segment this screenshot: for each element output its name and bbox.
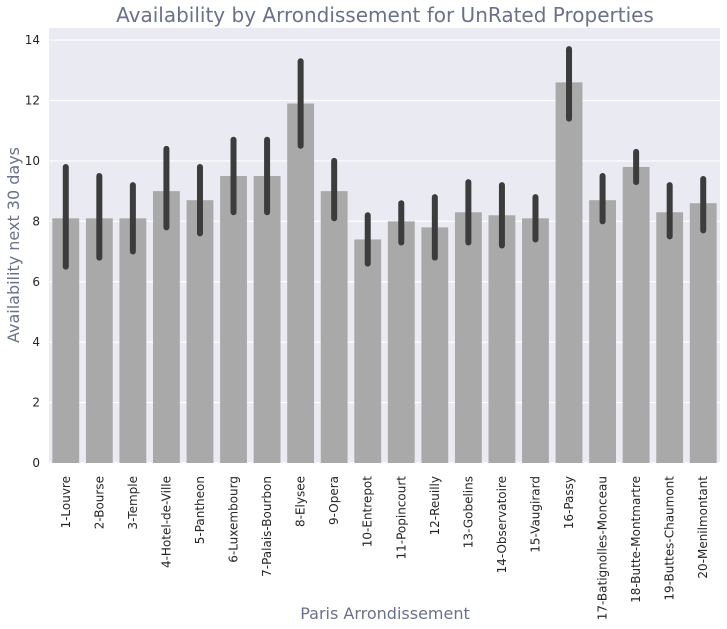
bars [52,82,717,464]
x-axis-label: Paris Arrondissement [300,604,470,623]
bar-4-Hotel-de-Ville [153,191,180,463]
bar-6-Luxembourg [220,176,247,464]
x-tick-label: 16-Passy [562,476,576,529]
bar-17-Batignolles-Monceau [589,200,616,463]
bar-13-Gobelins [454,212,482,463]
x-tick-label: 10-Entrepot [361,476,375,548]
bar-15-Vaugirard [522,218,549,463]
error-bars [62,46,707,270]
x-tick-label: 9-Opera [327,476,341,525]
x-tick-label: 2-Bourse [92,476,106,529]
bar-9-Opera [320,191,348,463]
x-tick-label: 6-Luxembourg [227,476,241,563]
x-tick-label: 14-Observatoire [495,476,509,573]
x-tick-label: 1-Louvre [59,476,73,529]
x-tick-label: 17-Batignolles-Monceau [596,476,610,620]
y-axis-label: Availability next 30 days [4,147,23,343]
bar-16-Passy [555,82,583,463]
bar-12-Reuilly [421,227,449,463]
y-tick-label: 10 [25,154,40,168]
x-tick-label: 15-Vaugirard [528,476,542,553]
bar-19-Buttes-Chaumont [656,212,684,463]
x-tick-label: 19-Buttes-Chaumont [663,476,677,601]
x-tick-label: 13-Gobelins [461,476,475,548]
bar-8-Elysee [287,103,315,463]
x-tick-label: 12-Reuilly [428,476,442,536]
bar-20-Menilmontant [689,203,717,464]
x-tick-label: 20-Menilmontant [696,476,710,579]
x-tick-label: 8-Elysee [294,476,308,527]
x-tick-label: 4-Hotel-de-Ville [159,476,173,568]
bar-3-Temple [119,218,147,463]
x-tick-label: 7-Palais-Bourbon [260,476,274,577]
y-tick-label: 4 [32,335,40,349]
bar-14-Observatoire [488,215,516,463]
chart-title: Availability by Arrondissement for UnRat… [116,3,654,27]
bar-7-Palais-Bourbon [253,176,281,464]
x-tick-label: 5-Pantheon [193,476,207,544]
x-tick-labels: 1-Louvre 2-Bourse 3-Temple 4-Hotel-de-Ville… [59,476,710,621]
bar-5-Pantheon [186,200,214,463]
y-tick-label: 6 [32,275,40,289]
bar-10-Entrepot [354,239,382,463]
y-tick-label: 0 [32,456,40,470]
x-tick-label: 11-Popincourt [394,476,408,560]
x-tick-label: 3-Temple [126,476,140,530]
bar-11-Popincourt [387,221,415,463]
bar-18-Butte-Montmartre [622,166,650,464]
y-tick-label: 2 [32,396,40,410]
y-tick-label: 14 [25,33,40,47]
y-tick-label: 8 [32,214,40,228]
plot-background [49,28,720,463]
y-tick-label: 12 [25,94,40,108]
y-tick-labels: 0 2 4 6 8 10 12 14 [25,33,40,470]
x-tick-label: 18-Butte-Montmartre [629,476,643,603]
